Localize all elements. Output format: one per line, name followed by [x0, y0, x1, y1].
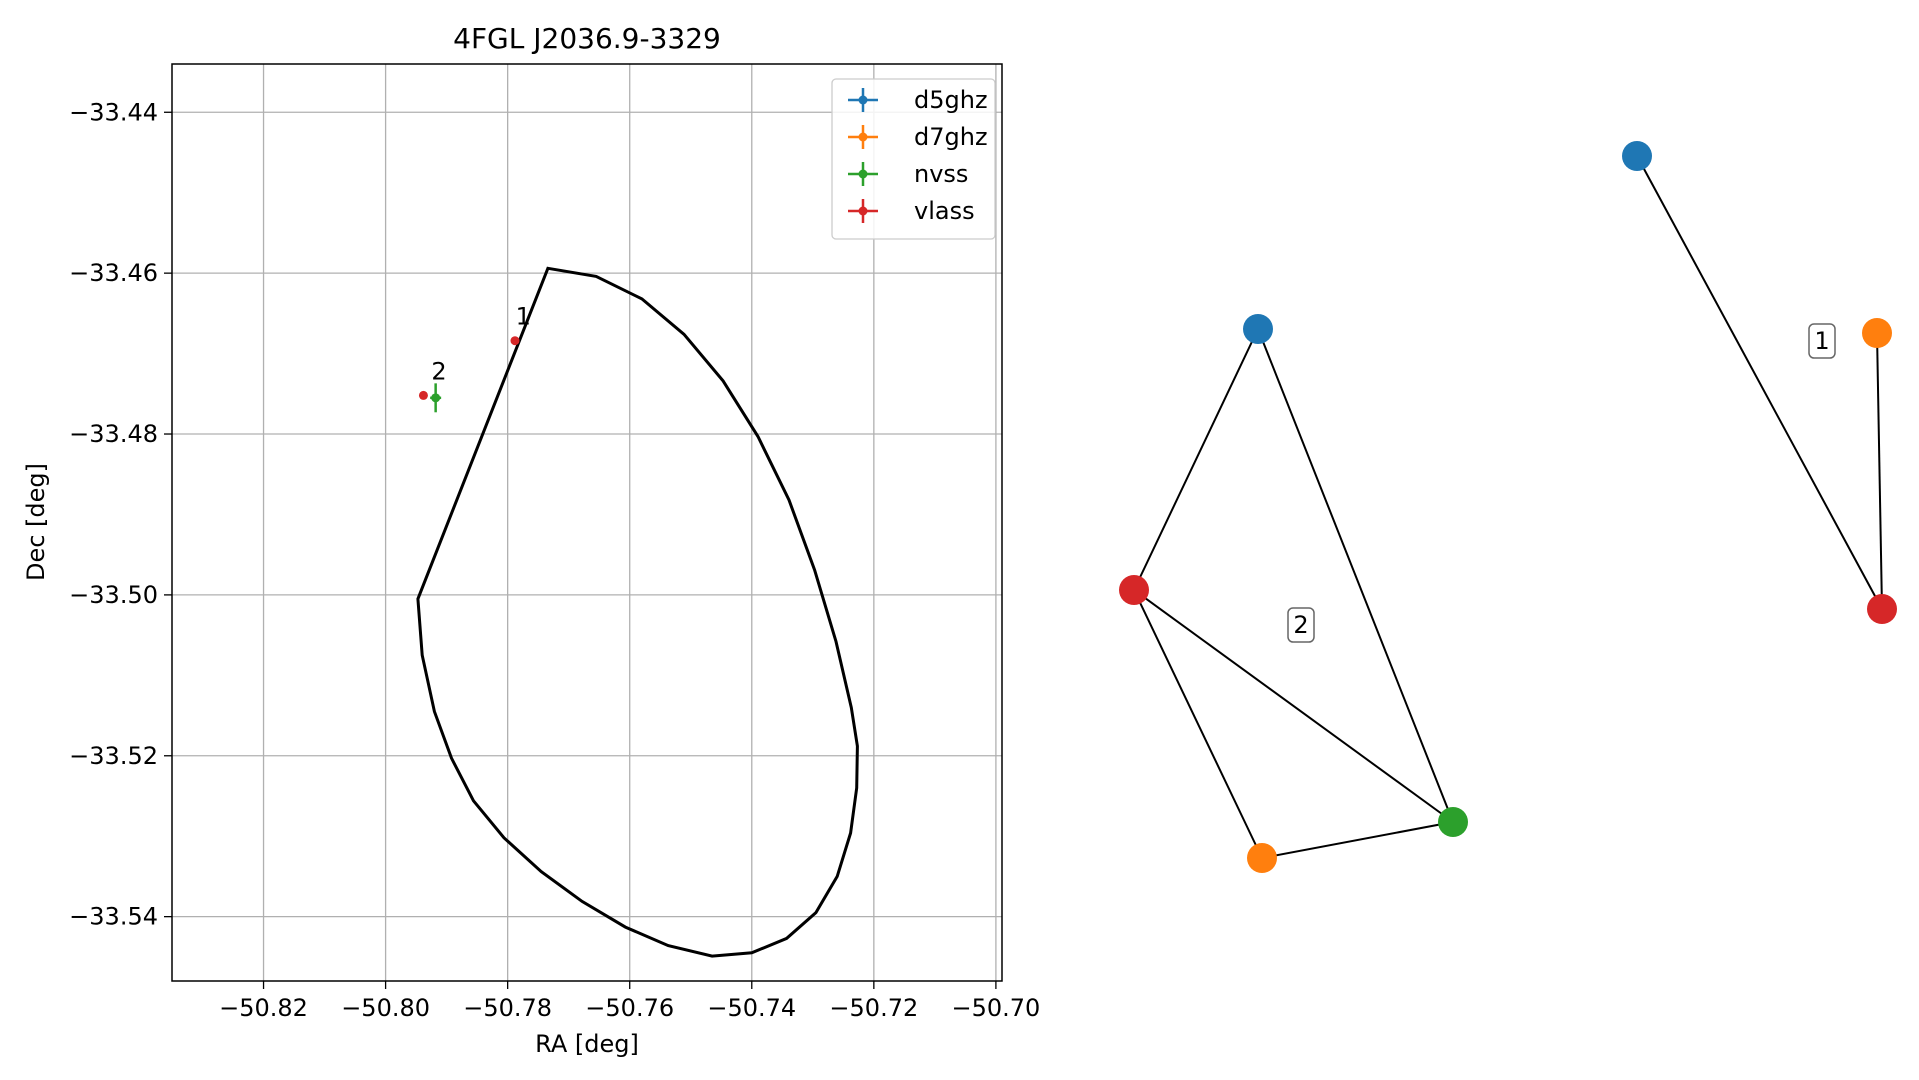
legend-item-vlass: vlass	[848, 197, 975, 225]
point-annotation: 1	[516, 303, 531, 331]
group-label-box	[1808, 323, 1836, 359]
network-edge	[1133, 589, 1263, 859]
point-nvss	[430, 383, 442, 413]
network-group-2: 2	[1119, 314, 1468, 873]
legend-marker	[858, 95, 868, 105]
network-edge	[1876, 332, 1883, 610]
network-node-d7ghz	[1862, 318, 1892, 348]
group-label-text: 2	[1293, 611, 1308, 639]
y-tick-label: −33.54	[69, 903, 158, 931]
network-panel: 12	[1119, 141, 1897, 873]
point-vlass	[418, 390, 428, 400]
x-tick-label: −50.78	[463, 994, 552, 1022]
x-tick-label: −50.72	[829, 994, 918, 1022]
legend-marker	[858, 132, 868, 142]
network-edge	[1636, 155, 1883, 610]
network-edge	[1257, 328, 1454, 823]
network-group-label: 2	[1287, 607, 1315, 643]
legend-label: vlass	[914, 197, 975, 225]
y-tick-label: −33.48	[69, 420, 158, 448]
y-tick-label: −33.52	[69, 742, 158, 770]
legend-marker	[858, 169, 868, 179]
marker-vlass	[418, 390, 428, 400]
data-points	[418, 336, 520, 413]
network-edge	[1261, 821, 1454, 859]
network-node-d7ghz	[1247, 843, 1277, 873]
network-node-vlass	[1119, 575, 1149, 605]
network-node-vlass	[1867, 594, 1897, 624]
legend-box	[831, 78, 996, 240]
x-tick-label: −50.74	[707, 994, 796, 1022]
x-tick-label: −50.76	[585, 994, 674, 1022]
network-edge	[1133, 589, 1454, 823]
group-label-box	[1287, 607, 1315, 643]
network-node-nvss	[1438, 807, 1468, 837]
legend-marker	[858, 206, 868, 216]
legend-item-d5ghz: d5ghz	[848, 86, 988, 114]
network-edge	[1133, 328, 1259, 591]
x-tick-label: −50.82	[219, 994, 308, 1022]
y-tick-label: −33.46	[69, 259, 158, 287]
x-axis-ticks: −50.82 −50.80 −50.78 −50.76 −50.74 −50.72 −50.…	[219, 981, 1040, 1022]
network-group-1: 1	[1622, 141, 1897, 624]
x-axis-label: RA [deg]	[535, 1030, 639, 1058]
scatter-panel: 12 −50.82 −50.80 −50.78 −50.76 −50.74 −50.72−…	[22, 22, 1040, 1058]
point-vlass	[510, 336, 520, 346]
chart-title: 4FGL J2036.9-3329	[453, 22, 721, 55]
network-node-d5ghz	[1243, 314, 1273, 344]
x-tick-label: −50.70	[951, 994, 1040, 1022]
y-axis-ticks: −33.44 −33.46 −33.48 −33.50 −33.52 −33.54	[69, 98, 172, 931]
legend-label: d7ghz	[914, 123, 988, 151]
legend-item-nvss: nvss	[848, 160, 968, 188]
network-group-label: 1	[1808, 323, 1836, 359]
legend-item-d7ghz: d7ghz	[848, 123, 988, 151]
x-tick-label: −50.80	[341, 994, 430, 1022]
legend: d5ghz d7ghz nvss vlass	[831, 78, 996, 240]
error-ellipse	[416, 266, 859, 958]
y-tick-label: −33.44	[69, 98, 158, 126]
group-label-text: 1	[1814, 327, 1829, 355]
legend-label: d5ghz	[914, 86, 988, 114]
marker-vlass	[510, 336, 520, 346]
legend-label: nvss	[914, 160, 968, 188]
network-node-d5ghz	[1622, 141, 1652, 171]
y-axis-label: Dec [deg]	[22, 463, 50, 581]
plot-frame	[171, 63, 1003, 982]
point-annotation: 2	[431, 357, 446, 385]
point-annotations: 12	[431, 303, 531, 386]
localization-ellipse	[416, 266, 859, 958]
marker-nvss	[431, 393, 441, 403]
y-tick-label: −33.50	[69, 581, 158, 609]
